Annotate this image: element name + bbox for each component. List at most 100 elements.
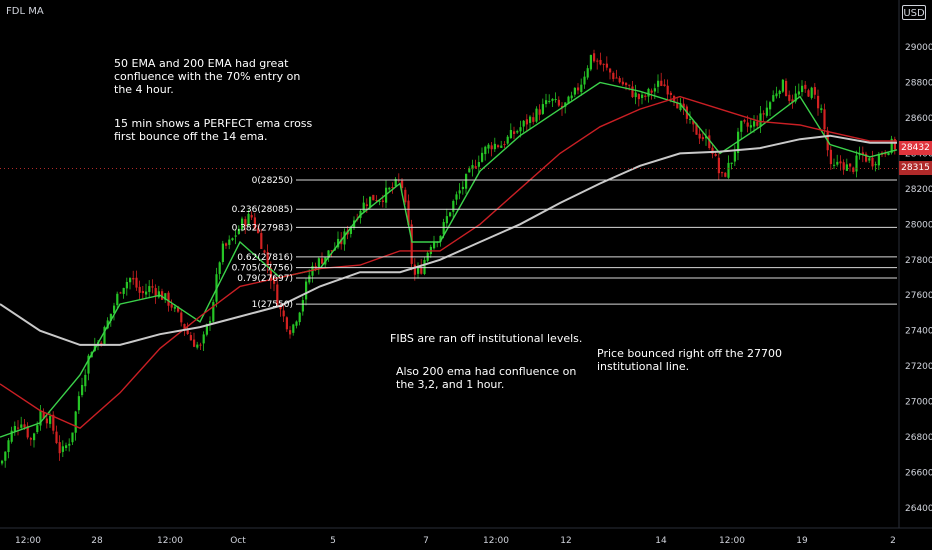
candle-body — [433, 241, 436, 249]
currency-button[interactable]: USD — [902, 5, 926, 20]
time-tick-label: 19 — [796, 536, 808, 546]
candle-body — [26, 425, 29, 438]
time-tick-label: 5 — [330, 536, 336, 546]
candle-body — [525, 119, 528, 125]
candle-body — [573, 87, 576, 95]
fib-level-label: 0(28250) — [252, 176, 293, 186]
candle-body — [714, 153, 717, 156]
candle-body — [417, 267, 420, 274]
candle-body — [701, 137, 704, 140]
price-tick-label: 27600 — [905, 291, 932, 301]
candle-body — [308, 275, 311, 283]
candle-body — [17, 427, 20, 429]
candle-body — [122, 287, 125, 294]
candle-body — [247, 213, 250, 226]
candle-body — [836, 161, 839, 165]
candle-body — [273, 280, 276, 284]
candle-body — [724, 172, 727, 177]
candle-body — [295, 321, 298, 326]
candle-body — [167, 292, 170, 306]
candle-body — [650, 90, 653, 93]
candle-body — [263, 250, 266, 253]
time-tick-label: 12:00 — [157, 536, 183, 546]
candle-body — [602, 63, 605, 65]
candle-body — [516, 131, 519, 133]
candle-body — [445, 216, 448, 224]
candle-body — [132, 278, 135, 280]
candle-body — [439, 235, 442, 242]
candle-body — [669, 92, 672, 96]
candle-body — [676, 102, 679, 109]
candle-body — [887, 152, 890, 156]
level-price-label: 28315 — [899, 161, 932, 176]
candle-body — [775, 93, 778, 97]
price-axis[interactable]: 26400 26600 26800 27000 27200 27400 27600 27800… — [905, 43, 932, 514]
candle-body — [615, 77, 618, 79]
candle-body — [218, 262, 221, 274]
candle-body — [593, 53, 596, 62]
candle-body — [189, 335, 192, 341]
fib-level-label: 1(27550) — [252, 300, 293, 310]
candle-body — [183, 324, 186, 330]
fib-level-label: 0.62(27816) — [237, 253, 293, 263]
candle-body — [653, 88, 656, 92]
candle-body — [39, 411, 42, 426]
time-axis[interactable]: 12:00 28 12:00 Oct 5 7 12:00 12 14 12:00 19 2 — [15, 536, 896, 546]
candle-body — [340, 239, 343, 245]
candle-body — [721, 172, 724, 174]
candle-body — [36, 425, 39, 433]
candle-body — [477, 162, 480, 167]
candle-body — [820, 108, 823, 111]
candle-body — [682, 103, 685, 108]
candle-body — [205, 324, 208, 335]
candle-body — [225, 243, 228, 246]
candle-body — [45, 418, 48, 424]
candle-body — [381, 200, 384, 202]
candle-body — [84, 374, 87, 387]
candle-body — [103, 326, 106, 346]
candle-body — [839, 161, 842, 164]
candle-body — [106, 320, 109, 329]
candle-body — [753, 121, 756, 127]
candle-body — [327, 250, 330, 258]
candle-body — [301, 300, 304, 312]
candle-body — [788, 94, 791, 101]
candle-body — [20, 424, 23, 428]
candle-body — [372, 194, 375, 201]
candle-body — [727, 162, 730, 178]
candle-body — [506, 136, 509, 144]
candle-body — [452, 200, 455, 212]
candle-body — [772, 95, 775, 102]
candle-body — [541, 104, 544, 114]
candle-body — [196, 344, 199, 348]
candle-body — [253, 217, 256, 229]
candle-body — [625, 82, 628, 86]
candle-body — [87, 355, 90, 374]
candle-body — [173, 306, 176, 309]
candle-body — [241, 218, 244, 230]
candle-body — [762, 113, 765, 115]
candle-body — [449, 212, 452, 217]
candle-body — [145, 291, 148, 295]
candle-body — [884, 153, 887, 155]
candle-body — [737, 131, 740, 153]
candle-body — [698, 133, 701, 139]
candle-body — [500, 145, 503, 148]
candle-body — [125, 281, 128, 289]
candle-body — [420, 266, 423, 274]
candle-body — [487, 144, 490, 149]
time-tick-label: 7 — [423, 536, 429, 546]
price-tick-label: 26400 — [905, 504, 932, 514]
candle-body — [810, 87, 813, 98]
candle-body — [193, 339, 196, 347]
annotation-ema-confluence: 50 EMA and 200 EMA had great confluence … — [114, 57, 300, 96]
candle-body — [234, 235, 237, 237]
candle-body — [708, 135, 711, 148]
ema-fast-line — [0, 81, 898, 438]
ema-mid-line — [0, 95, 897, 430]
candle-body — [289, 330, 292, 335]
candle-body — [177, 306, 180, 312]
candle-body — [813, 87, 816, 95]
candle-body — [545, 100, 548, 105]
